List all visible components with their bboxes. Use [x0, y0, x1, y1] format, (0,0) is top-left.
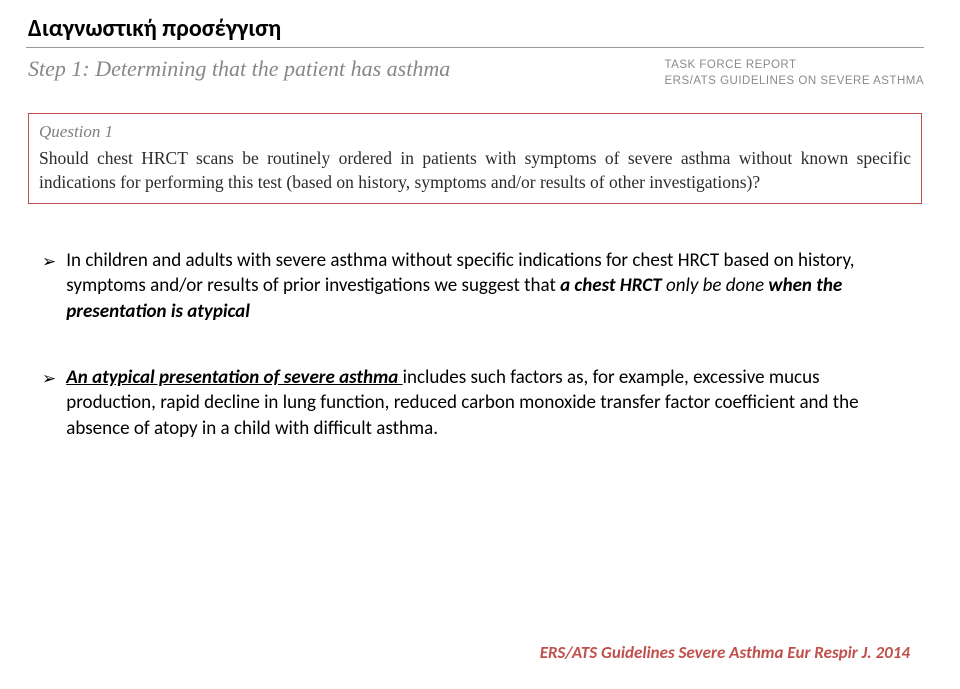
question-label: Question 1: [39, 120, 911, 144]
report-line-2: ERS/ATS GUIDELINES ON SEVERE ASTHMA: [665, 74, 924, 90]
bullet-item: ➢ In children and adults with severe ast…: [42, 248, 900, 325]
question-text: Should chest HRCT scans be routinely ord…: [39, 146, 911, 195]
step-header-row: Step 1: Determining that the patient has…: [28, 56, 924, 89]
bullet-marker-icon: ➢: [42, 368, 56, 391]
bullet-mid: only be done: [662, 274, 769, 297]
bullet-emphasis-1: a chest HRCT: [560, 274, 662, 297]
bullet-marker-icon: ➢: [42, 251, 56, 274]
bullet-text: In children and adults with severe asthm…: [66, 248, 900, 325]
bullet-text: An atypical presentation of severe asthm…: [66, 365, 900, 442]
bullet-item: ➢ An atypical presentation of severe ast…: [42, 365, 900, 442]
report-line-1: TASK FORCE REPORT: [665, 58, 924, 74]
question-box: Question 1 Should chest HRCT scans be ro…: [28, 113, 922, 204]
report-label-block: TASK FORCE REPORT ERS/ATS GUIDELINES ON …: [665, 56, 924, 89]
citation: ERS/ATS Guidelines Severe Asthma Eur Res…: [540, 642, 910, 663]
title-divider: [26, 47, 924, 48]
step-title: Step 1: Determining that the patient has…: [28, 56, 450, 82]
bullet-underline-emphasis: An atypical presentation of severe asthm…: [66, 366, 402, 389]
bullet-list: ➢ In children and adults with severe ast…: [42, 248, 900, 442]
page-title: Διαγνωστική προσέγγιση: [26, 14, 924, 43]
